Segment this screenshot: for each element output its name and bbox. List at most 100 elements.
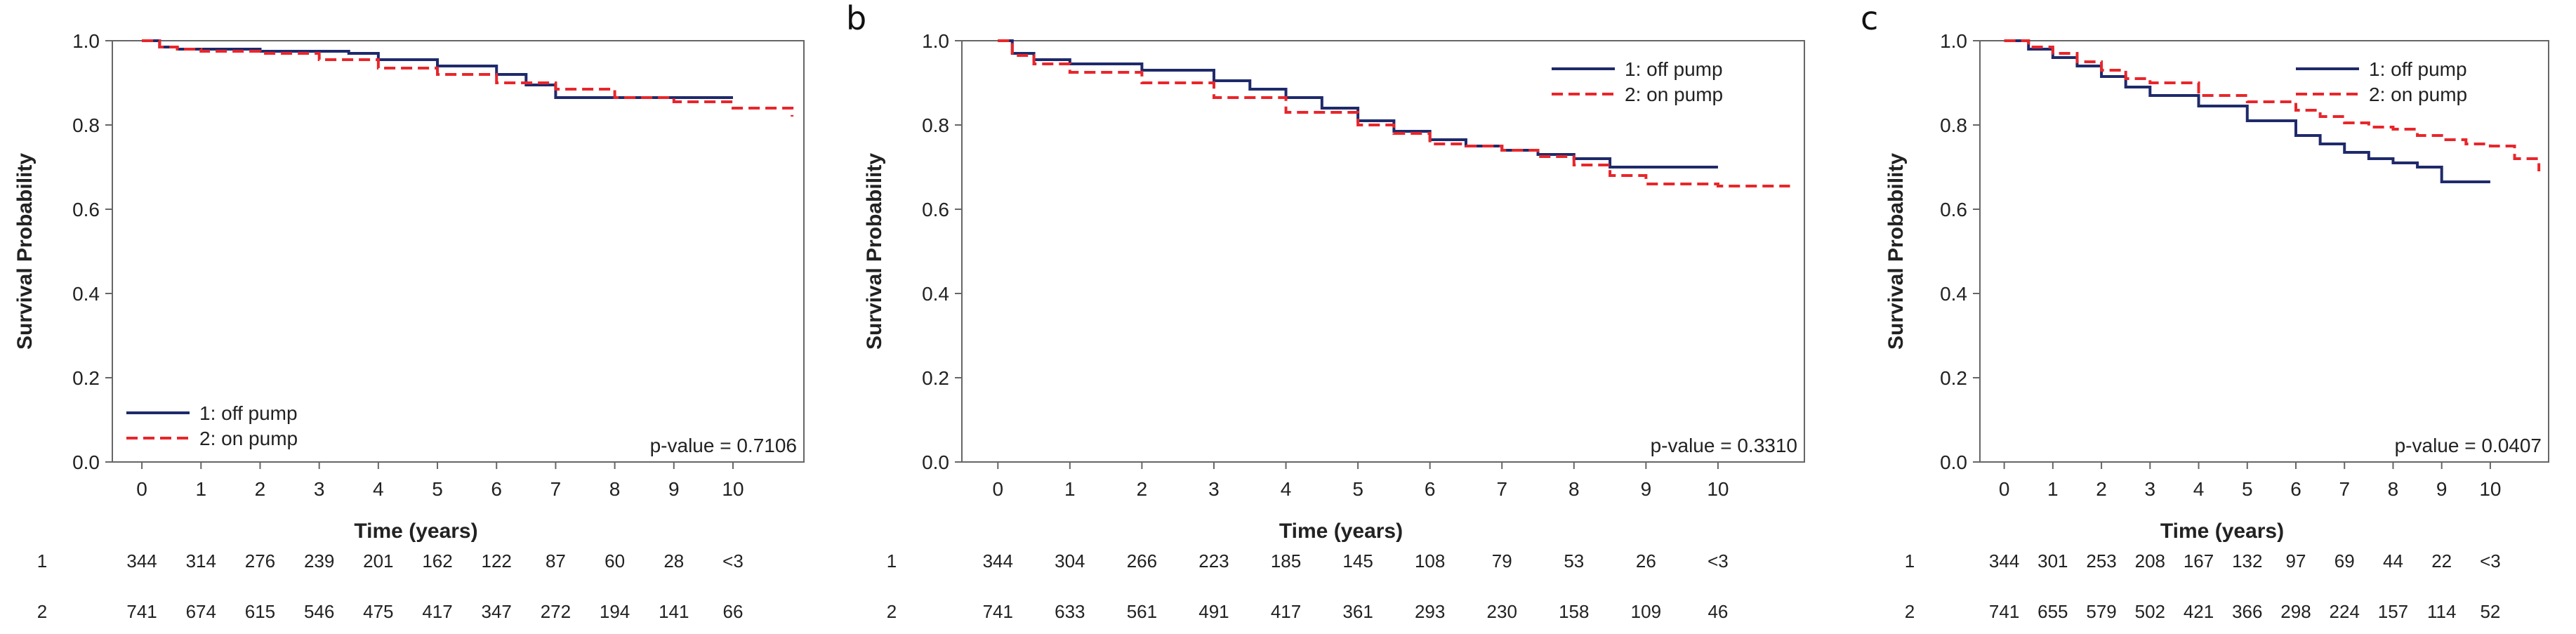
risk-value: 97 <box>2286 550 2306 572</box>
y-tick-label: 0.2 <box>1940 367 1967 389</box>
risk-value: 194 <box>600 601 630 622</box>
risk-value: 223 <box>1198 550 1229 572</box>
risk-value: 674 <box>186 601 216 622</box>
y-tick-label: 0.4 <box>922 283 949 305</box>
risk-value: 60 <box>605 550 625 572</box>
y-tick-label: 0.8 <box>922 114 949 136</box>
risk-value: 741 <box>983 601 1013 622</box>
series-line-on-pump <box>998 39 1790 187</box>
risk-value: 53 <box>1564 550 1584 572</box>
risk-value: 421 <box>2184 601 2214 622</box>
x-tick-label: 6 <box>2290 478 2301 500</box>
risk-value: 276 <box>245 550 275 572</box>
series-line-on-pump <box>142 39 794 117</box>
risk-value: 266 <box>1127 550 1157 572</box>
risk-value: 561 <box>1127 601 1157 622</box>
risk-value: 69 <box>2334 550 2355 572</box>
risk-value: 347 <box>482 601 512 622</box>
risk-value: 52 <box>2480 601 2500 622</box>
risk-value: 615 <box>245 601 275 622</box>
risk-value: 344 <box>983 550 1013 572</box>
plot-frame <box>961 40 1805 463</box>
x-tick-label: 0 <box>136 478 147 500</box>
x-tick-label: 7 <box>1496 478 1507 500</box>
y-axis-title: Survival Probability <box>1884 153 1908 350</box>
risk-value: 366 <box>2232 601 2262 622</box>
y-tick-label: 0.0 <box>72 451 100 473</box>
y-tick-label: 1.0 <box>72 30 100 52</box>
risk-value: 344 <box>1989 550 2019 572</box>
x-tick-label: 4 <box>2193 478 2205 500</box>
x-axis-title: Time (years) <box>354 520 477 543</box>
risk-value: 145 <box>1342 550 1373 572</box>
plot-frame <box>1979 40 2549 463</box>
x-tick-label: 4 <box>373 478 384 500</box>
p-value-label: p-value = 0.3310 <box>1651 435 1797 456</box>
risk-value: 546 <box>304 601 334 622</box>
risk-value: <3 <box>722 550 744 572</box>
risk-row-label: 2 <box>37 601 47 622</box>
risk-value: 26 <box>1636 550 1656 572</box>
risk-row-label: 1 <box>37 550 47 572</box>
legend-label: 1: off pump <box>2369 58 2467 80</box>
x-tick-label: 9 <box>2436 478 2448 500</box>
x-axis-title: Time (years) <box>2160 520 2284 543</box>
x-tick-label: 9 <box>668 478 680 500</box>
risk-value: 224 <box>2330 601 2360 622</box>
x-tick-label: 1 <box>1064 478 1076 500</box>
x-tick-label: 0 <box>1999 478 2010 500</box>
risk-value: 314 <box>186 550 216 572</box>
risk-value: 157 <box>2378 601 2408 622</box>
x-tick-label: 7 <box>2339 478 2350 500</box>
risk-value: <3 <box>1708 550 1729 572</box>
risk-value: 185 <box>1271 550 1301 572</box>
legend-label: 2: on pump <box>2369 84 2467 105</box>
risk-value: 230 <box>1487 601 1517 622</box>
risk-row-label: 1 <box>887 550 897 572</box>
risk-value: 253 <box>2086 550 2116 572</box>
risk-value: 491 <box>1198 601 1229 622</box>
x-tick-label: 4 <box>1281 478 1292 500</box>
risk-value: 141 <box>659 601 689 622</box>
y-tick-label: 1.0 <box>922 30 949 52</box>
risk-value: 361 <box>1342 601 1373 622</box>
risk-value: 167 <box>2184 550 2214 572</box>
panel-letter: b <box>846 0 866 37</box>
risk-value: 417 <box>422 601 452 622</box>
risk-value: <3 <box>2480 550 2501 572</box>
risk-value: 475 <box>363 601 393 622</box>
y-tick-label: 0.4 <box>1940 283 1967 305</box>
x-tick-label: 6 <box>491 478 502 500</box>
risk-row-label: 2 <box>1905 601 1915 622</box>
y-tick-label: 0.8 <box>72 114 100 136</box>
risk-value: 655 <box>2037 601 2068 622</box>
risk-value: 741 <box>1989 601 2019 622</box>
risk-value: 272 <box>541 601 571 622</box>
x-tick-label: 3 <box>314 478 325 500</box>
x-tick-label: 3 <box>1208 478 1220 500</box>
risk-value: 502 <box>2135 601 2165 622</box>
x-tick-label: 1 <box>195 478 206 500</box>
risk-value: 108 <box>1415 550 1445 572</box>
legend-label: 2: on pump <box>1625 84 1723 105</box>
y-tick-label: 0.2 <box>922 367 949 389</box>
legend-label: 2: on pump <box>199 428 298 449</box>
risk-value: 298 <box>2280 601 2311 622</box>
x-tick-label: 5 <box>1352 478 1363 500</box>
risk-value: 22 <box>2431 550 2452 572</box>
y-tick-label: 0.8 <box>1940 114 1967 136</box>
risk-row-label: 1 <box>1905 550 1915 572</box>
risk-value: 293 <box>1415 601 1445 622</box>
x-tick-label: 5 <box>2242 478 2253 500</box>
risk-value: 344 <box>126 550 157 572</box>
legend-label: 1: off pump <box>199 402 298 424</box>
risk-value: 109 <box>1631 601 1661 622</box>
p-value-label: p-value = 0.7106 <box>650 435 797 456</box>
x-tick-label: 8 <box>2388 478 2399 500</box>
x-tick-label: 10 <box>2479 478 2501 500</box>
chart-panel-3: c 0.0 0.2 0.4 0.6 0.8 1.0 0 1 2 3 4 5 6 7 8 9 10 Time (yea… <box>1861 0 2549 622</box>
risk-value: 114 <box>2427 601 2456 622</box>
risk-value: 417 <box>1271 601 1301 622</box>
x-tick-label: 7 <box>550 478 562 500</box>
risk-value: 46 <box>1708 601 1728 622</box>
